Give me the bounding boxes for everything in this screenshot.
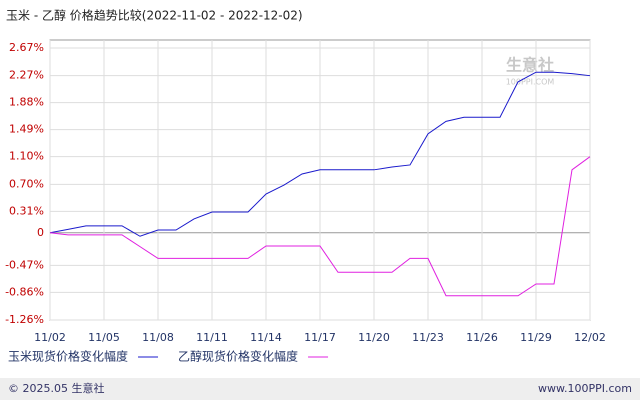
watermark: 生意社 xyxy=(506,56,554,75)
watermark: 100PPI.COM xyxy=(506,78,555,87)
chart-title: 玉米 - 乙醇 价格趋势比较(2022-11-02 - 2022-12-02) xyxy=(6,8,303,23)
x-tick-label: 11/29 xyxy=(520,331,552,344)
y-tick-label: 2.67% xyxy=(9,41,44,54)
y-tick-label: 1.88% xyxy=(9,96,44,109)
y-tick-label: 1.10% xyxy=(9,150,44,163)
y-tick-label: -1.26% xyxy=(5,313,44,326)
line-series xyxy=(49,156,591,297)
x-tick-label: 11/26 xyxy=(466,331,498,344)
footer-right: www.100PPI.com xyxy=(538,382,632,395)
footer-left: © 2025.05 生意社 xyxy=(8,381,104,395)
footer-band xyxy=(0,378,640,400)
legend-label: 乙醇现货价格变化幅度 xyxy=(178,349,298,364)
x-tick-label: 11/20 xyxy=(358,331,390,344)
y-tick-label: 0.31% xyxy=(9,204,44,217)
x-tick-label: 11/17 xyxy=(304,331,336,344)
y-tick-label: 0.70% xyxy=(9,177,44,190)
x-tick-label: 12/02 xyxy=(574,331,606,344)
y-tick-label: -0.86% xyxy=(5,285,44,298)
y-tick-label: -0.47% xyxy=(5,258,44,271)
x-tick-label: 11/23 xyxy=(412,331,444,344)
x-tick-label: 11/14 xyxy=(250,331,282,344)
x-tick-label: 11/08 xyxy=(142,331,174,344)
x-tick-label: 11/02 xyxy=(34,331,66,344)
y-tick-label: 1.49% xyxy=(9,123,44,136)
y-tick-label: 0 xyxy=(37,226,44,239)
line-series xyxy=(49,71,591,237)
y-tick-label: 2.27% xyxy=(9,69,44,82)
x-tick-label: 11/11 xyxy=(196,331,228,344)
x-tick-label: 11/05 xyxy=(88,331,120,344)
legend-label: 玉米现货价格变化幅度 xyxy=(8,349,128,364)
